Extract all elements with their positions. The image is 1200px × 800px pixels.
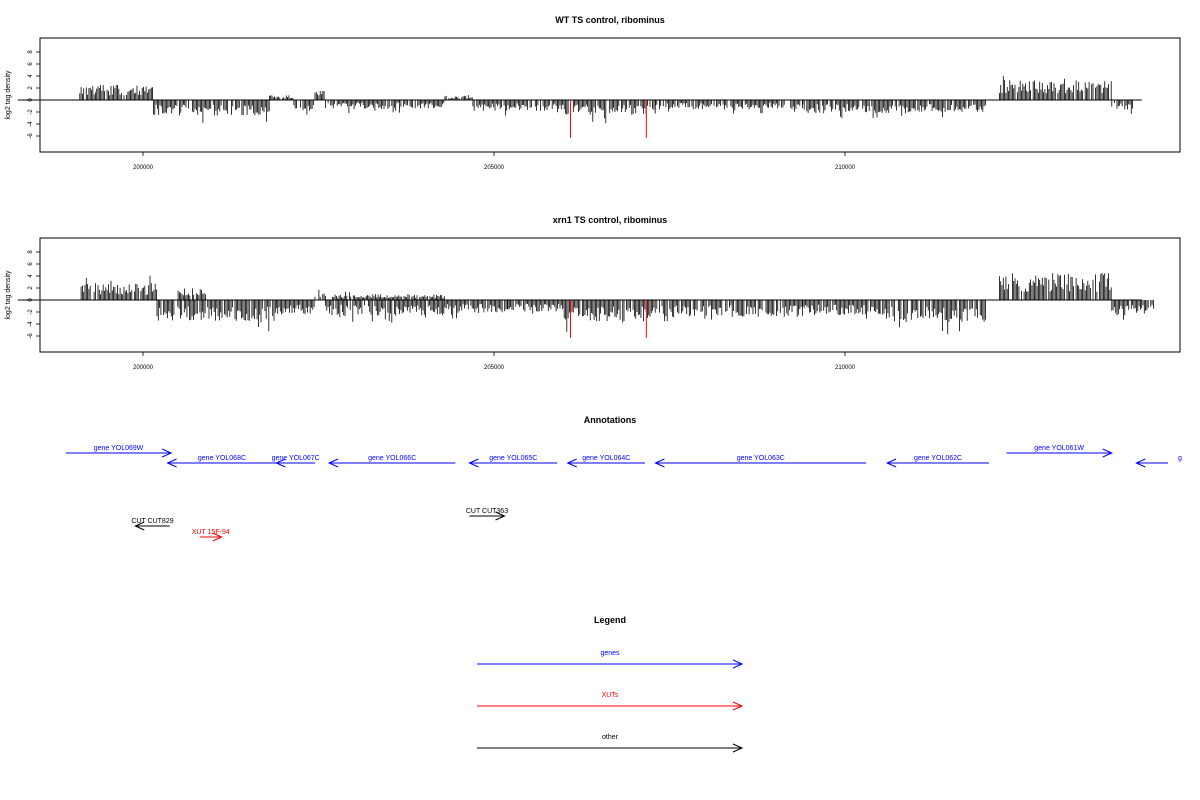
plot-frame bbox=[39, 37, 1181, 153]
legend-arrowhead bbox=[732, 743, 744, 753]
feature-arrowhead bbox=[1102, 448, 1113, 458]
feature-label: CUT CUT829 bbox=[131, 518, 173, 525]
y-tick-label: 6 bbox=[28, 262, 34, 266]
y-tick-label: -4 bbox=[28, 121, 34, 127]
x-tick-label: 205000 bbox=[484, 165, 505, 171]
feature-gene: gene YOL062C bbox=[885, 455, 989, 468]
y-tick-label: -6 bbox=[28, 133, 34, 139]
x-tick-label: 210000 bbox=[835, 365, 856, 371]
y-tick-label: 8 bbox=[28, 250, 34, 254]
y-axis-label: log2 tag density bbox=[5, 270, 12, 320]
density-bars bbox=[80, 273, 1154, 335]
y-axis: 86420-2-4-6 bbox=[28, 250, 40, 339]
legend-title: Legend bbox=[594, 615, 626, 625]
density-bars bbox=[79, 76, 1133, 124]
annotations-title: Annotations bbox=[584, 415, 637, 425]
x-axis: 200000 205000 210000 bbox=[133, 352, 856, 371]
legend-entry: other bbox=[477, 734, 744, 753]
feature-label: gene YOL065C bbox=[489, 455, 537, 462]
y-tick-label: 8 bbox=[28, 50, 34, 54]
legend-arrowhead bbox=[732, 701, 744, 711]
feature-label: gene YOL069W bbox=[94, 445, 144, 452]
feature-gene: gene YOL061W bbox=[1006, 445, 1113, 458]
panel-title: WT TS control, ribominus bbox=[555, 15, 665, 25]
x-tick-label: 210000 bbox=[835, 165, 856, 171]
y-tick-label: -4 bbox=[28, 321, 34, 327]
feature-label: gene YOL062C bbox=[914, 455, 962, 462]
y-axis: 86420-2-4-6 bbox=[28, 50, 40, 139]
y-tick-label: -2 bbox=[28, 309, 34, 315]
feature-gene: gene YOL069W bbox=[66, 445, 173, 458]
x-tick-label: 205000 bbox=[484, 365, 505, 371]
feature-arrowhead bbox=[495, 511, 506, 521]
feature-label: XUT 15F-94 bbox=[192, 529, 230, 536]
feature-gene: g bbox=[1135, 455, 1182, 468]
feature-arrowhead bbox=[134, 521, 145, 531]
legend-entry: XUTs bbox=[477, 692, 744, 711]
legend-entry: genes bbox=[477, 650, 744, 669]
legend-label: XUTs bbox=[602, 692, 619, 699]
feature-list: gene YOL069W gene YOL068C gene YOL067C gene… bbox=[66, 445, 1182, 542]
y-tick-label: -2 bbox=[28, 109, 34, 115]
feature-arrowhead bbox=[161, 448, 173, 458]
legend-entries: genes XUTs other bbox=[477, 650, 744, 753]
legend-label: other bbox=[602, 734, 619, 741]
feature-arrowhead bbox=[566, 458, 577, 468]
y-axis-label: log2 tag density bbox=[5, 70, 12, 120]
feature-arrowhead bbox=[654, 458, 665, 468]
feature-other: CUT CUT363 bbox=[466, 508, 508, 521]
bar-series bbox=[17, 273, 1154, 338]
feature-gene: gene YOL065C bbox=[468, 455, 558, 468]
feature-arrowhead bbox=[166, 458, 177, 468]
y-tick-label: 2 bbox=[28, 86, 34, 90]
feature-arrowhead bbox=[885, 458, 897, 468]
feature-arrowhead bbox=[327, 458, 339, 468]
legend: Legend genes XUTs other bbox=[477, 615, 744, 753]
plot-frame bbox=[39, 237, 1181, 353]
feature-label: gene YOL066C bbox=[368, 455, 416, 462]
feature-xut: XUT 15F-94 bbox=[192, 529, 230, 542]
feature-arrowhead bbox=[1135, 458, 1146, 468]
feature-other: CUT CUT829 bbox=[131, 518, 174, 531]
panel-xrn1: xrn1 TS control, ribominus log2 tag dens… bbox=[5, 215, 1181, 371]
y-tick-label: 2 bbox=[28, 286, 34, 290]
feature-gene: gene YOL068C bbox=[166, 455, 277, 468]
legend-arrowhead bbox=[732, 659, 744, 669]
y-tick-label: 4 bbox=[28, 74, 34, 78]
feature-label: gene YOL064C bbox=[582, 455, 630, 462]
x-axis: 200000 205000 210000 bbox=[133, 152, 856, 171]
y-tick-label: 6 bbox=[28, 62, 34, 66]
panel-title: xrn1 TS control, ribominus bbox=[553, 215, 668, 225]
feature-label: gene YOL067C bbox=[272, 455, 320, 462]
feature-gene: gene YOL063C bbox=[654, 455, 867, 468]
feature-label: g bbox=[1178, 455, 1182, 462]
feature-arrowhead bbox=[212, 532, 223, 542]
panel-wt: WT TS control, ribominus log2 tag densit… bbox=[5, 15, 1181, 171]
feature-arrowhead bbox=[468, 458, 479, 468]
feature-gene: gene YOL064C bbox=[566, 455, 645, 468]
bar-series bbox=[17, 76, 1142, 138]
y-tick-label: 4 bbox=[28, 274, 34, 278]
feature-label: CUT CUT363 bbox=[466, 508, 508, 515]
feature-label: gene YOL068C bbox=[198, 455, 246, 462]
legend-label: genes bbox=[600, 650, 620, 657]
x-tick-label: 200000 bbox=[133, 165, 154, 171]
x-tick-label: 200000 bbox=[133, 365, 154, 371]
feature-gene: gene YOL066C bbox=[327, 455, 456, 468]
feature-label: gene YOL063C bbox=[737, 455, 785, 462]
y-tick-label: -6 bbox=[28, 333, 34, 339]
feature-gene: gene YOL067C bbox=[272, 455, 320, 468]
feature-label: gene YOL061W bbox=[1034, 445, 1084, 452]
feature-arrowhead bbox=[275, 458, 286, 468]
